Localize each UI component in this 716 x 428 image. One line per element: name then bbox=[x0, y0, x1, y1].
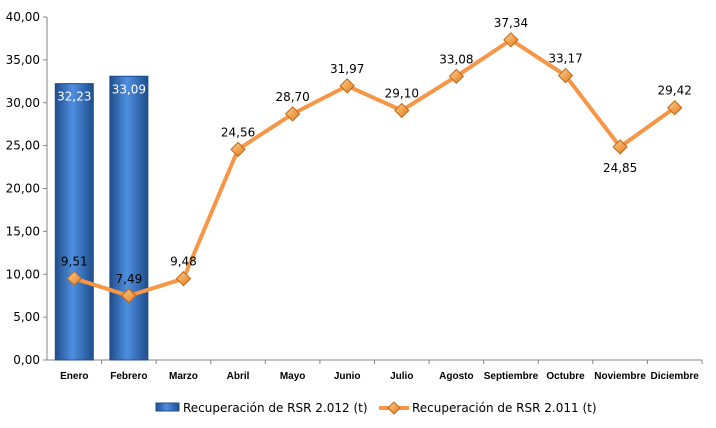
x-tick-label: Abril bbox=[227, 371, 250, 382]
y-tick-label: 15,00 bbox=[6, 224, 40, 238]
line-data-label: 9,48 bbox=[170, 255, 197, 269]
line-point-marker bbox=[230, 141, 246, 158]
line-data-label: 33,08 bbox=[439, 52, 473, 66]
data-labels: 32,23 33,09 9,51 7,49 9,48 24,56 28,70 31,97 29,… bbox=[57, 16, 692, 286]
line-point-marker bbox=[612, 139, 628, 155]
x-tick-label: Diciembre bbox=[651, 371, 700, 382]
x-tick-label: Marzo bbox=[169, 371, 198, 382]
x-tick-label: Octubre bbox=[546, 371, 585, 382]
y-tick-label: 25,00 bbox=[6, 139, 40, 153]
legend-line-marker bbox=[387, 401, 401, 415]
line-point-marker bbox=[66, 270, 82, 287]
line-point-marker bbox=[557, 67, 574, 84]
line-data-label: 24,85 bbox=[603, 161, 637, 175]
line-point-marker bbox=[667, 100, 683, 116]
y-tick-label: 30,00 bbox=[6, 96, 40, 110]
series-line bbox=[72, 37, 677, 298]
y-tick-label: 35,00 bbox=[6, 53, 40, 67]
legend-bar-swatch bbox=[155, 402, 180, 412]
line-point-marker bbox=[503, 32, 519, 48]
x-tick-label: Enero bbox=[60, 371, 88, 382]
x-tick-label: Mayo bbox=[280, 371, 306, 382]
line-point-marker bbox=[121, 288, 137, 304]
line-point-marker bbox=[339, 78, 355, 94]
line-data-label: 28,70 bbox=[275, 90, 309, 104]
line-data-label: 29,10 bbox=[385, 86, 419, 100]
bar bbox=[54, 83, 94, 361]
legend: Recuperación de RSR 2.012 (t) Recuperació… bbox=[155, 401, 597, 415]
y-tick-label: 20,00 bbox=[6, 182, 40, 196]
bar-data-label: 33,09 bbox=[112, 82, 146, 96]
legend-label-2011: Recuperación de RSR 2.011 (t) bbox=[412, 401, 597, 415]
x-tick-label: Febrero bbox=[110, 371, 147, 382]
line-point-marker bbox=[175, 271, 192, 287]
legend-label-2012: Recuperación de RSR 2.012 (t) bbox=[183, 401, 368, 415]
line-data-label: 24,56 bbox=[221, 125, 255, 139]
line-data-label: 7,49 bbox=[116, 272, 143, 286]
bar-series bbox=[54, 75, 149, 361]
x-tick-label: Septiembre bbox=[484, 371, 539, 382]
line-point-marker bbox=[394, 102, 410, 119]
x-tick-label: Agosto bbox=[439, 371, 473, 382]
line-data-label: 37,34 bbox=[494, 16, 528, 30]
bar bbox=[109, 75, 149, 361]
bar-data-label: 32,23 bbox=[57, 90, 91, 104]
line-point-marker bbox=[284, 106, 301, 122]
line-data-label: 29,42 bbox=[658, 84, 692, 98]
y-tick-label: 10,00 bbox=[6, 267, 40, 281]
line-series bbox=[66, 32, 683, 304]
line-data-label: 33,17 bbox=[548, 52, 582, 66]
x-tick-label: Junio bbox=[334, 371, 361, 382]
axes: 0,00 5,00 10,00 15,00 20,00 25,00 30,00 35,00 40… bbox=[6, 10, 703, 382]
line-data-label: 9,51 bbox=[61, 254, 88, 268]
y-tick-label: 40,00 bbox=[6, 10, 40, 24]
y-tick-label: 5,00 bbox=[13, 310, 40, 324]
line-data-label: 31,97 bbox=[330, 62, 364, 76]
y-tick-label: 0,00 bbox=[13, 353, 40, 367]
x-tick-label: Noviembre bbox=[594, 371, 646, 382]
line-point-marker bbox=[448, 68, 465, 85]
x-tick-label: Julio bbox=[390, 371, 413, 382]
